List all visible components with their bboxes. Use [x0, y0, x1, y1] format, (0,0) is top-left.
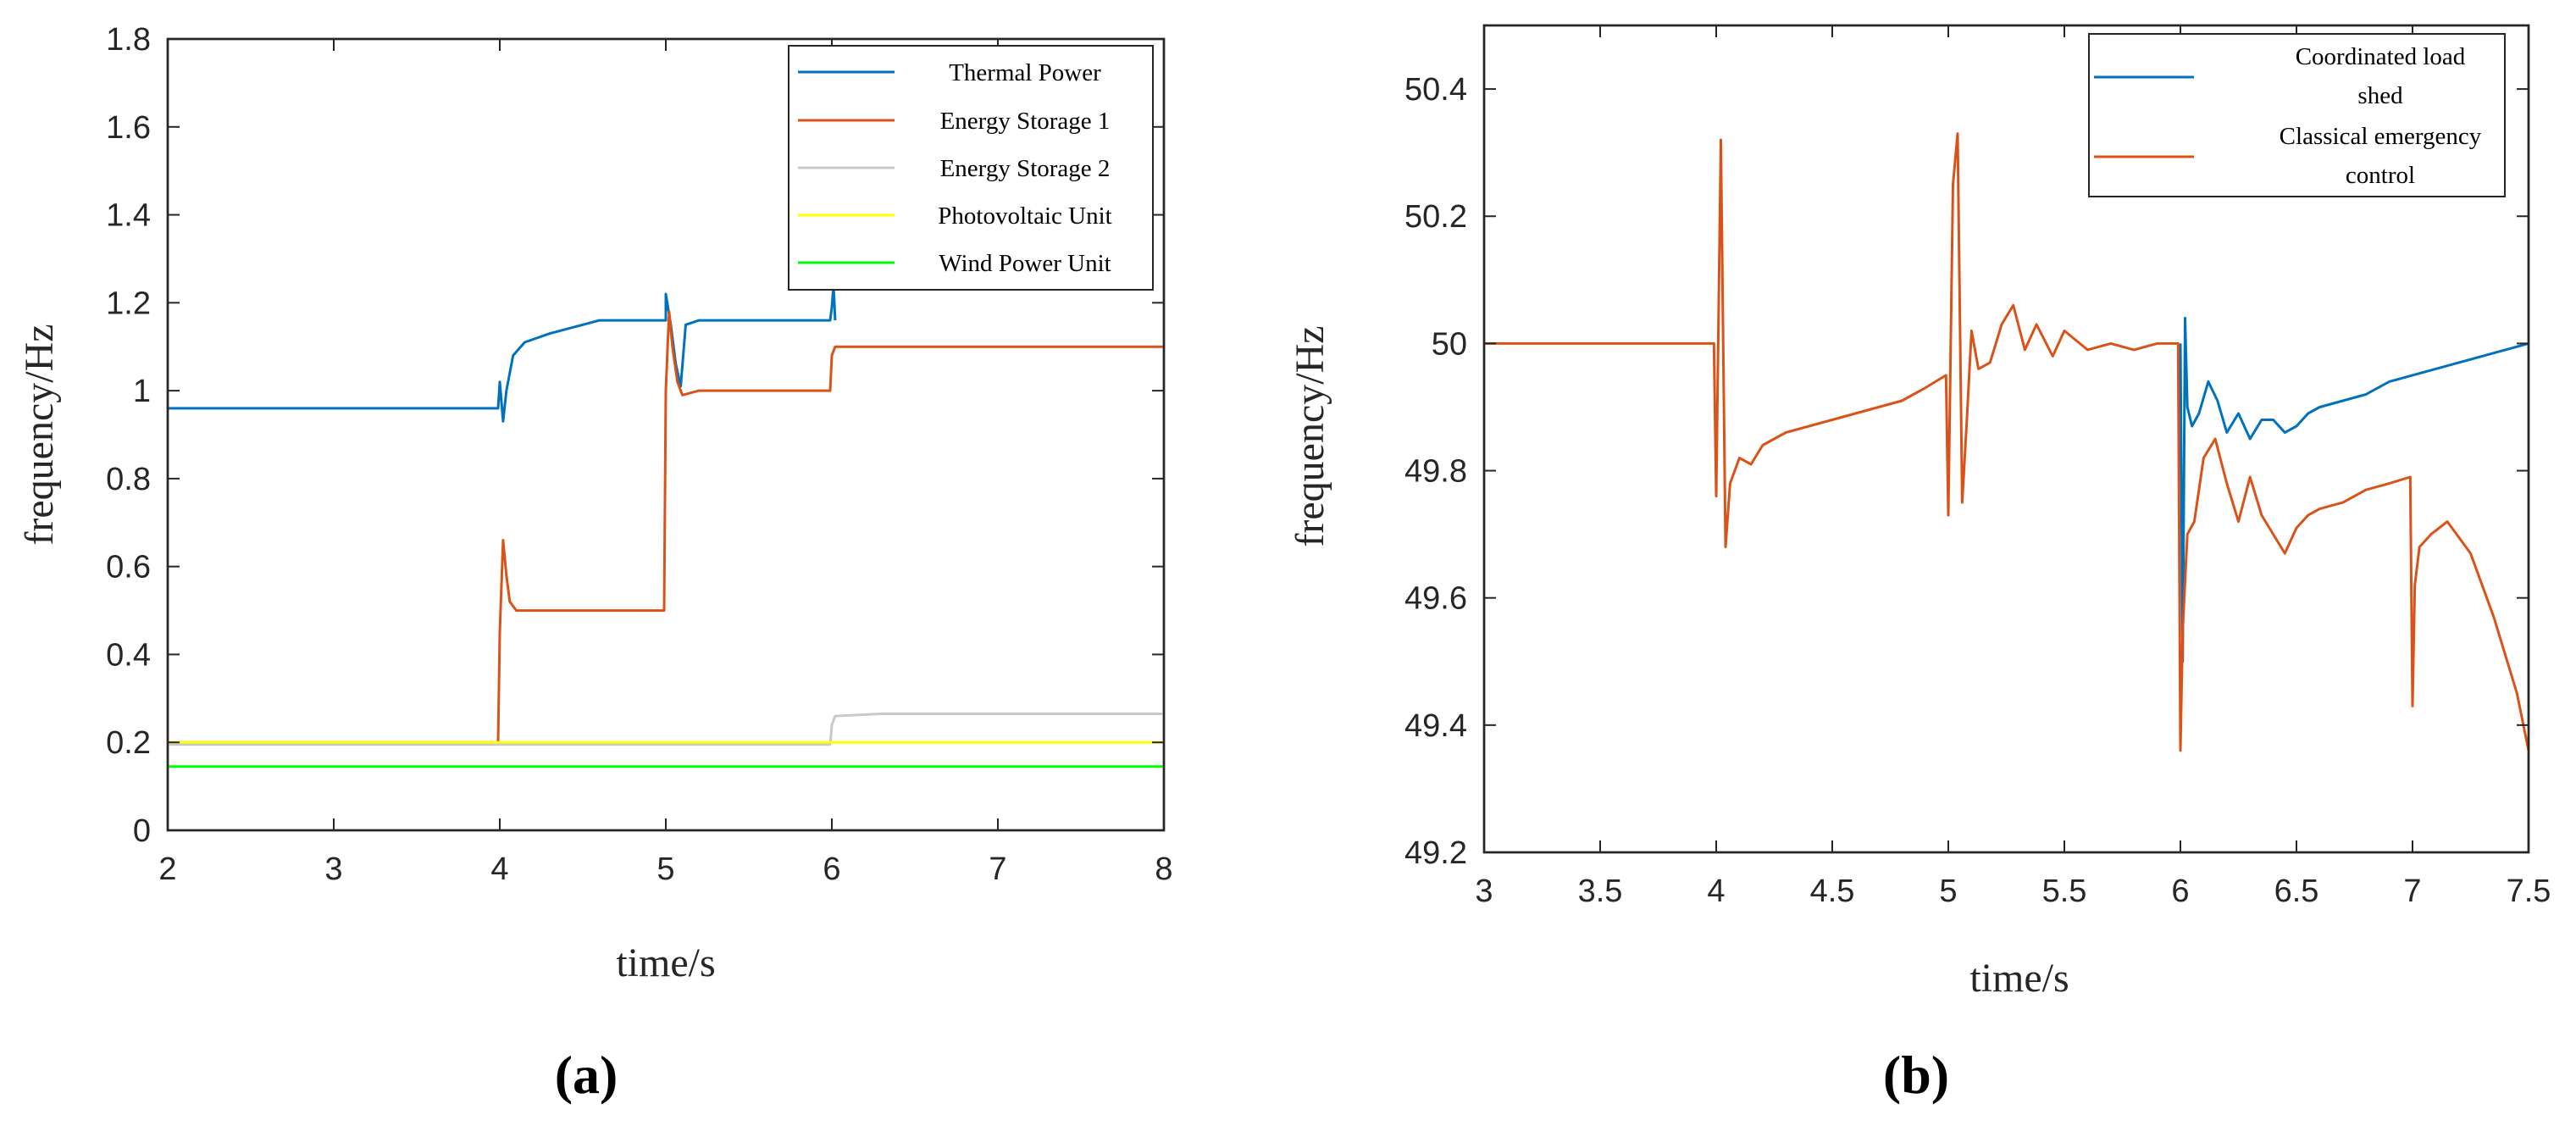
y-tick-label-a: 1.8	[106, 22, 151, 58]
series-line-coordinated-load-shed	[2179, 316, 2529, 663]
y-tick-label-a: 0.2	[106, 725, 151, 761]
y-axis-label-b: frequency/Hz	[1288, 325, 1332, 546]
x-tick-label-a: 4	[490, 851, 508, 887]
legend-label-energy-storage-2: Energy Storage 2	[940, 155, 1111, 182]
y-axis-label-a: frequency/Hz	[17, 324, 62, 545]
x-tick-label-a: 8	[1155, 851, 1172, 887]
y-tick-label-a: 1.6	[106, 110, 151, 146]
x-tick-label-b: 5	[1939, 874, 1957, 909]
y-tick-label-a: 1.2	[106, 286, 151, 321]
x-tick-label-b: 4	[1707, 874, 1725, 909]
x-tick-label-b: 5.5	[2042, 874, 2087, 909]
chart-panel-a: 2 3 4 5 6 7 8 0 0.2 0.4 0.6 0.8 1 1.2 1.4 1.6 1.8 time/s…	[17, 22, 1173, 1105]
ticks-a: 2 3 4 5 6 7 8 0 0.2 0.4 0.6 0.8 1 1.2 1.4 1.6 1.8	[106, 22, 1172, 887]
x-tick-label-a: 3	[324, 851, 342, 887]
series-line-energy-storage-1	[168, 310, 1164, 744]
y-tick-label-b: 49.8	[1404, 454, 1467, 490]
x-axis-label-b: time/s	[1969, 956, 2069, 1001]
legend-label-classical-emergency-control: Classical emergency control	[2280, 123, 2482, 189]
y-tick-label-a: 0.6	[106, 550, 151, 585]
legend-label-coordinated-load-shed: Coordinated load shed	[2296, 43, 2466, 109]
y-tick-label-b: 49.2	[1404, 835, 1467, 871]
panel-label-b: (b)	[1883, 1045, 1949, 1105]
y-tick-label-b: 50	[1432, 326, 1467, 362]
y-tick-label-a: 1.4	[106, 198, 151, 234]
x-tick-label-a: 6	[823, 851, 840, 887]
series-group-b	[1484, 132, 2530, 752]
y-tick-label-b: 49.6	[1404, 581, 1467, 617]
legend-a: Thermal Power Energy Storage 1 Energy St…	[788, 45, 1154, 291]
y-tick-label-a: 0.8	[106, 462, 151, 497]
x-tick-label-b: 4.5	[1810, 874, 1855, 909]
x-tick-label-b: 7	[2403, 874, 2421, 909]
legend-label-wind-power-unit: Wind Power Unit	[939, 250, 1111, 277]
legend-b: Coordinated load shed Classical emergency…	[2088, 33, 2506, 197]
legend-label-energy-storage-1: Energy Storage 1	[940, 108, 1111, 135]
x-tick-label-b: 6.5	[2274, 874, 2319, 909]
x-axis-label-a: time/s	[616, 940, 715, 985]
plot-border-b	[1482, 24, 2530, 854]
legend-label-photovoltaic-unit: Photovoltaic Unit	[938, 202, 1111, 230]
series-group-a	[168, 284, 1164, 768]
x-tick-label-a: 5	[656, 851, 674, 887]
y-tick-label-b: 49.4	[1404, 708, 1467, 744]
chart-panel-b: 3 3.5 4 4.5 5 5.5 6 6.5 7 7.5 49.2 49.4 49.6 49.8 50 50…	[1288, 24, 2551, 1105]
series-line-energy-storage-2	[168, 713, 1164, 746]
x-tick-label-a: 2	[158, 851, 176, 887]
y-tick-label-b: 50.4	[1404, 72, 1467, 108]
x-tick-label-a: 7	[989, 851, 1006, 887]
y-tick-label-b: 50.2	[1404, 199, 1467, 235]
panel-label-a: (a)	[555, 1045, 618, 1105]
x-tick-label-b: 3	[1475, 874, 1493, 909]
ticks-b: 3 3.5 4 4.5 5 5.5 6 6.5 7 7.5 49.2 49.4 49.6 49.8 50 50…	[1404, 25, 2551, 909]
x-tick-label-b: 7.5	[2507, 874, 2551, 909]
legend-box-b	[2088, 33, 2506, 197]
y-tick-label-a: 0.4	[106, 637, 151, 673]
x-tick-label-b: 6	[2171, 874, 2189, 909]
x-tick-label-b: 3.5	[1578, 874, 1623, 909]
series-line-thermal-power	[168, 284, 837, 423]
y-tick-label-a: 1	[133, 374, 151, 409]
y-tick-label-a: 0	[133, 813, 151, 849]
legend-label-thermal-power: Thermal Power	[949, 59, 1101, 86]
series-line-classical-emergency-control	[1484, 132, 2530, 752]
